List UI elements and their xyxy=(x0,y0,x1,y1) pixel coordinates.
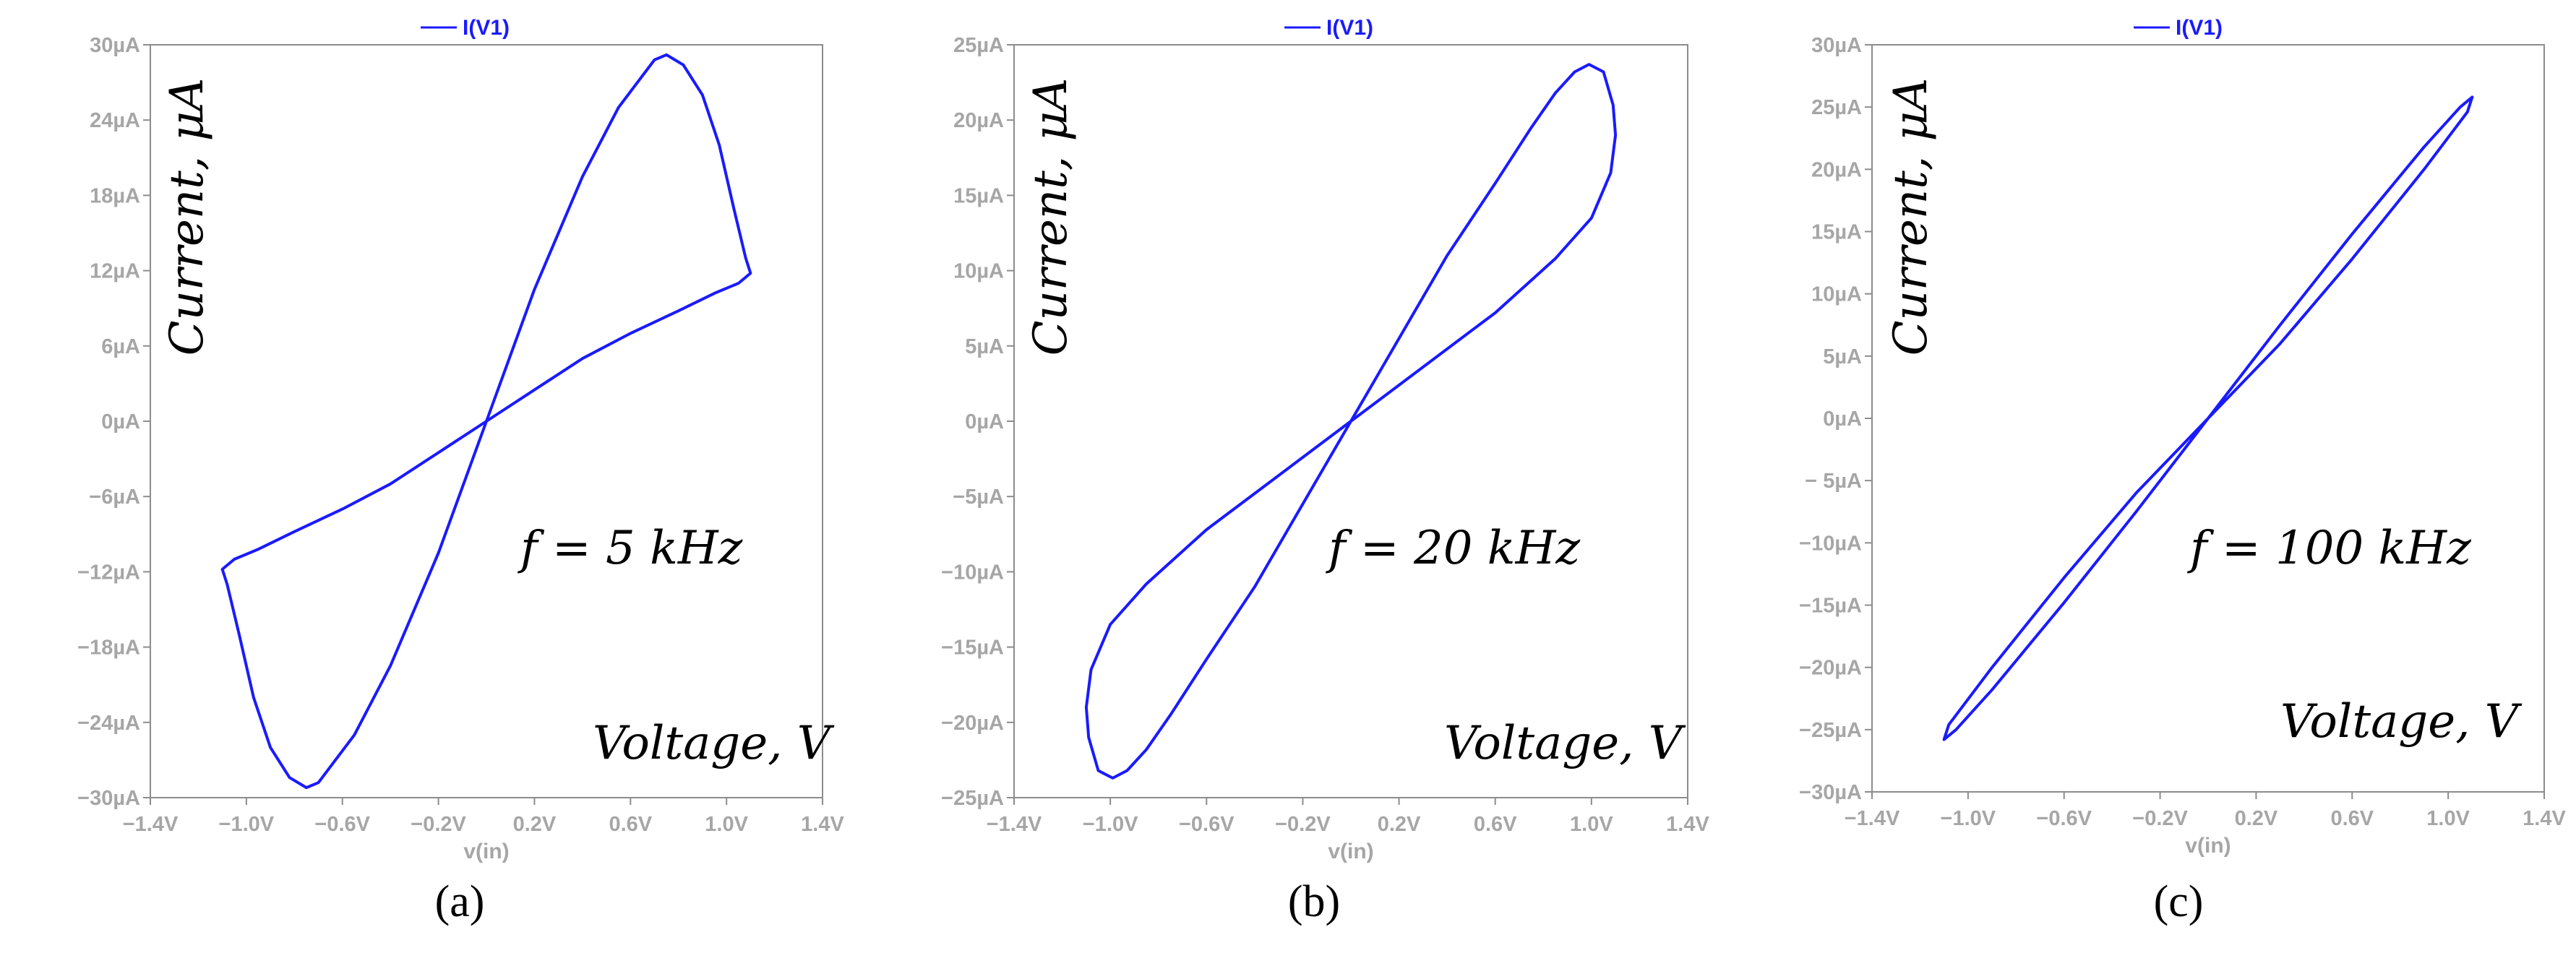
panel-c: −1.4V −1.0V −0.6V −0.2V 0.2V 0.6V 1.0V 1.4V 30µA… xyxy=(1799,16,2566,926)
x-axis-label: v(in) xyxy=(2185,834,2231,858)
x-tick-label: 0.6V xyxy=(2330,807,2374,830)
panel-b: −1.4V −1.0V −0.6V −0.2V 0.2V 0.6V 1.0V 1.4V 25µA… xyxy=(941,16,1709,926)
y-tick-label: −15µA xyxy=(941,637,1004,660)
panel-caption: (c) xyxy=(2154,877,2204,926)
x-tick-label: 1.0V xyxy=(1570,813,1613,836)
y-tick-label: 6µA xyxy=(101,335,140,358)
x-tick-label: −0.2V xyxy=(1275,813,1331,836)
series-line-iv1 xyxy=(220,53,752,790)
x-tick-label: 1.0V xyxy=(2426,807,2470,830)
y-tick-label: 18µA xyxy=(90,184,140,207)
voltage-annotation: Voltage, V xyxy=(593,717,835,770)
y-tick-label: −12µA xyxy=(77,561,140,584)
legend-label: I(V1) xyxy=(463,16,510,40)
current-annotation: Current, μA xyxy=(1024,78,1078,356)
voltage-annotation: Voltage, V xyxy=(1444,717,1686,770)
y-tick-label: −10µA xyxy=(941,561,1004,584)
voltage-annotation: Voltage, V xyxy=(2280,695,2523,749)
x-tick-label: −0.6V xyxy=(2036,807,2092,830)
y-tick-label: 20µA xyxy=(1811,158,1862,181)
x-tick-label: 0.2V xyxy=(513,813,557,836)
y-tick-label: − 5µA xyxy=(1805,470,1862,493)
frequency-annotation: f = 100 kHz xyxy=(2187,522,2472,575)
x-tick-label: 1.4V xyxy=(801,813,844,836)
x-tick-label: 1.0V xyxy=(705,813,748,836)
legend-label: I(V1) xyxy=(2176,16,2223,40)
x-axis-label: v(in) xyxy=(1328,840,1373,863)
frequency-annotation: f = 5 kHz xyxy=(518,522,744,575)
current-annotation: Current, μA xyxy=(1884,78,1938,356)
x-tick-label: 0.2V xyxy=(1378,813,1421,836)
x-tick-label: −0.2V xyxy=(2132,807,2188,830)
y-tick-label: 15µA xyxy=(1811,221,1862,244)
series-line-iv1 xyxy=(1942,95,2474,741)
y-tick-label: 25µA xyxy=(953,34,1004,57)
y-tick-label: −6µA xyxy=(89,486,140,509)
y-tick-label: −20µA xyxy=(941,712,1004,735)
y-tick-label: −24µA xyxy=(77,712,140,735)
x-axis-label: v(in) xyxy=(463,840,509,863)
panel-caption: (a) xyxy=(435,877,485,926)
y-tick-label: 0µA xyxy=(1823,407,1862,431)
y-tick-label: −10µA xyxy=(1799,532,1862,555)
x-tick-label: −1.0V xyxy=(219,813,275,836)
x-tick-label: 0.2V xyxy=(2235,807,2278,830)
x-tick-label: −0.2V xyxy=(411,813,466,836)
y-tick-label: −25µA xyxy=(1799,719,1862,742)
y-tick-label: 30µA xyxy=(90,34,140,57)
y-tick-label: 5µA xyxy=(965,335,1004,358)
x-tick-label: −1.0V xyxy=(1083,813,1138,836)
y-tick-label: −30µA xyxy=(1799,781,1862,804)
y-tick-label: 10µA xyxy=(1811,283,1862,306)
legend-label: I(V1) xyxy=(1326,16,1373,40)
x-tick-label: 1.4V xyxy=(1666,813,1709,836)
frequency-annotation: f = 20 kHz xyxy=(1326,522,1581,575)
y-tick-label: 24µA xyxy=(90,109,140,132)
x-tick-label: −0.6V xyxy=(1179,813,1235,836)
y-tick-label: 12µA xyxy=(90,260,140,283)
y-tick-label: 20µA xyxy=(953,109,1004,132)
y-tick-label: −20µA xyxy=(1799,657,1862,680)
x-tick-label: 1.4V xyxy=(2523,807,2566,830)
y-tick-label: 0µA xyxy=(965,410,1004,434)
x-tick-label: 0.6V xyxy=(609,813,652,836)
x-tick-label: −1.4V xyxy=(1845,807,1900,830)
x-tick-label: 0.6V xyxy=(1474,813,1517,836)
x-tick-label: −1.0V xyxy=(1941,807,1996,830)
y-tick-label: −25µA xyxy=(941,787,1004,810)
x-tick-label: −0.6V xyxy=(314,813,370,836)
y-tick-label: 30µA xyxy=(1811,34,1862,57)
x-tick-label: −1.4V xyxy=(987,813,1042,836)
y-tick-label: 15µA xyxy=(953,184,1004,207)
y-tick-label: −5µA xyxy=(953,486,1004,509)
x-tick-label: −1.4V xyxy=(123,813,179,836)
series-line-iv1 xyxy=(1084,63,1618,780)
panel-a: −1.4V −1.0V −0.6V −0.2V 0.2V 0.6V 1.0V 1.4V 30µA… xyxy=(77,16,844,926)
y-tick-label: −18µA xyxy=(77,637,140,660)
y-tick-label: −30µA xyxy=(77,787,140,810)
y-tick-label: 0µA xyxy=(101,410,140,434)
y-tick-label: 25µA xyxy=(1811,96,1862,119)
current-annotation: Current, μA xyxy=(160,78,214,356)
y-tick-label: 10µA xyxy=(953,260,1004,283)
y-tick-label: −15µA xyxy=(1799,595,1862,618)
panel-caption: (b) xyxy=(1288,877,1340,926)
y-tick-label: 5µA xyxy=(1823,345,1862,368)
